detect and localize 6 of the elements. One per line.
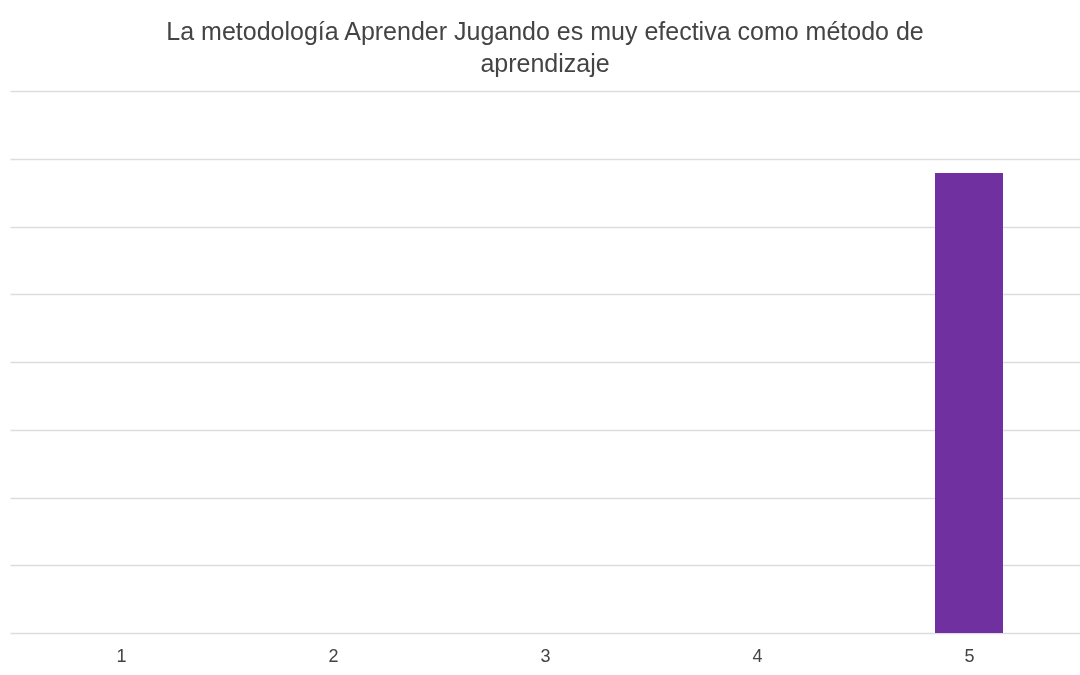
x-tick-label: 1	[116, 645, 127, 666]
x-tick-label: 2	[328, 645, 339, 666]
x-tick-label: 5	[964, 645, 975, 666]
chart-title: La metodología Aprender Jugando es muy efectiva como método de aprendizaje	[166, 17, 924, 77]
x-tick-label: 4	[752, 645, 763, 666]
x-tick-label: 3	[540, 645, 551, 666]
